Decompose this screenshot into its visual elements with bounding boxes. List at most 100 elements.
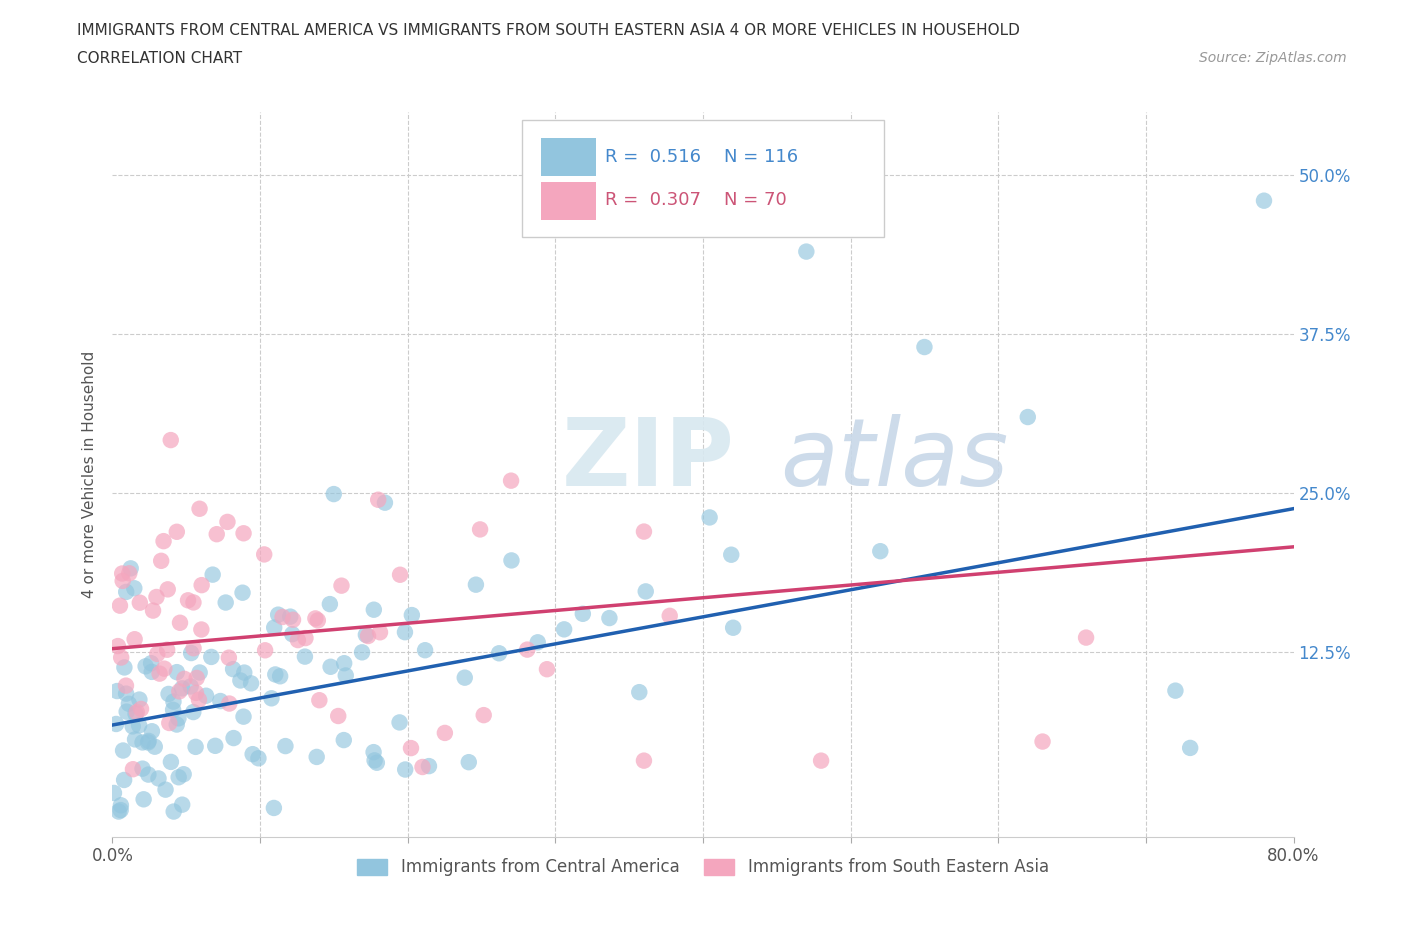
- Point: [240, 676, 263, 691]
- Point: [333, 733, 356, 748]
- Point: [166, 665, 188, 680]
- Point: [145, 590, 167, 604]
- Point: [264, 667, 287, 682]
- Point: [810, 753, 832, 768]
- Point: [319, 597, 342, 612]
- Point: [183, 595, 205, 610]
- Point: [173, 671, 195, 686]
- Point: [330, 578, 353, 593]
- Point: [110, 803, 132, 817]
- Point: [138, 767, 160, 782]
- Point: [247, 751, 270, 765]
- Point: [128, 692, 150, 707]
- Point: [124, 707, 146, 722]
- Point: [399, 740, 422, 755]
- Point: [366, 755, 388, 770]
- Point: [271, 609, 294, 624]
- Point: [105, 684, 128, 698]
- Point: [128, 718, 150, 733]
- Point: [352, 644, 374, 659]
- Point: [135, 658, 157, 673]
- Point: [454, 671, 477, 685]
- Point: [287, 632, 309, 647]
- Point: [305, 750, 328, 764]
- Point: [218, 696, 240, 711]
- Point: [169, 684, 191, 698]
- Point: [389, 567, 412, 582]
- Point: [110, 798, 132, 813]
- Point: [103, 786, 125, 801]
- Point: [166, 525, 188, 539]
- Point: [411, 760, 433, 775]
- Point: [131, 761, 153, 776]
- Point: [180, 679, 202, 694]
- Point: [308, 693, 330, 708]
- Point: [233, 665, 256, 680]
- Point: [501, 553, 523, 568]
- Point: [281, 627, 304, 642]
- Point: [328, 709, 350, 724]
- Point: [152, 534, 174, 549]
- Point: [115, 704, 138, 719]
- Point: [184, 739, 207, 754]
- Point: [139, 656, 162, 671]
- Text: ZIP: ZIP: [561, 414, 734, 506]
- Point: [188, 501, 211, 516]
- Point: [120, 561, 142, 576]
- Point: [128, 595, 150, 610]
- Point: [172, 797, 194, 812]
- Point: [367, 492, 389, 507]
- Point: [122, 762, 145, 777]
- Point: [118, 565, 141, 580]
- Point: [156, 643, 179, 658]
- Point: [173, 767, 195, 782]
- Point: [796, 245, 818, 259]
- Point: [388, 715, 411, 730]
- Point: [263, 620, 285, 635]
- Point: [111, 574, 134, 589]
- Point: [354, 628, 377, 643]
- Point: [112, 773, 135, 788]
- Point: [1164, 684, 1187, 698]
- Point: [129, 701, 152, 716]
- Point: [157, 715, 180, 730]
- Point: [146, 646, 169, 661]
- Point: [124, 631, 146, 646]
- Point: [136, 735, 159, 750]
- Point: [108, 598, 131, 613]
- Point: [190, 622, 212, 637]
- Text: R =  0.307    N = 70: R = 0.307 N = 70: [605, 191, 787, 209]
- Text: Source: ZipAtlas.com: Source: ZipAtlas.com: [1199, 51, 1347, 65]
- Point: [107, 639, 129, 654]
- Point: [363, 753, 385, 768]
- Point: [121, 719, 143, 734]
- Point: [232, 710, 254, 724]
- Point: [141, 664, 163, 679]
- Point: [488, 645, 510, 660]
- Point: [209, 694, 232, 709]
- Point: [115, 584, 138, 599]
- Point: [205, 526, 228, 541]
- Point: [1253, 193, 1275, 208]
- Point: [658, 608, 681, 623]
- Point: [183, 641, 205, 656]
- Point: [472, 708, 495, 723]
- Point: [501, 473, 523, 488]
- Point: [572, 606, 595, 621]
- Point: [278, 609, 301, 624]
- Point: [267, 607, 290, 622]
- Point: [124, 581, 146, 596]
- Point: [112, 660, 135, 675]
- Point: [633, 525, 655, 539]
- Point: [418, 759, 440, 774]
- Point: [1032, 734, 1054, 749]
- Point: [167, 711, 190, 725]
- Point: [177, 592, 200, 607]
- Point: [150, 553, 173, 568]
- FancyBboxPatch shape: [541, 182, 596, 219]
- Point: [200, 649, 222, 664]
- Point: [124, 732, 146, 747]
- Point: [142, 604, 165, 618]
- Point: [363, 603, 385, 618]
- Point: [274, 738, 297, 753]
